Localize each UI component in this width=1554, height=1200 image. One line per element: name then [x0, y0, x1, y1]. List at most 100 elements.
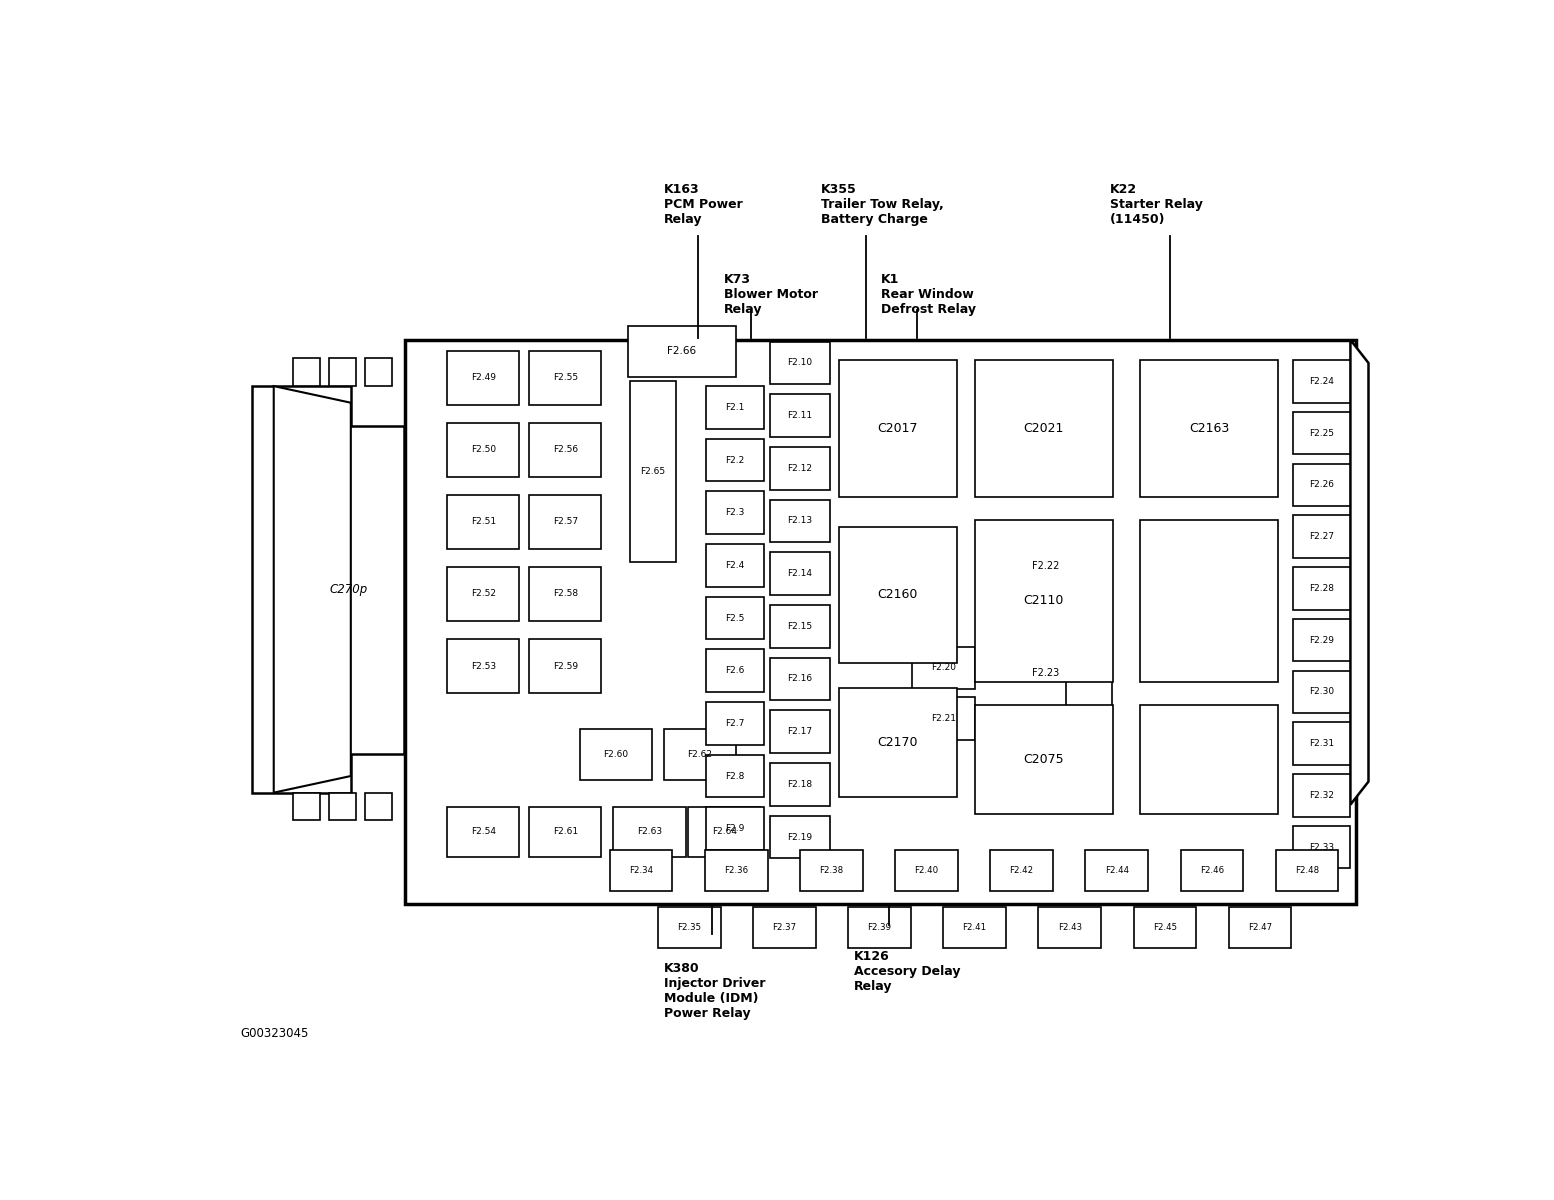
Bar	[769, 763, 830, 805]
Text: F2.22: F2.22	[1032, 562, 1058, 571]
Text: C2017: C2017	[878, 422, 918, 436]
Text: F2.16: F2.16	[788, 674, 813, 684]
Text: F2.50: F2.50	[471, 445, 496, 455]
Text: F2.26: F2.26	[1308, 480, 1333, 490]
Bar	[848, 907, 911, 948]
Bar	[365, 359, 392, 386]
Bar	[912, 697, 974, 740]
Text: F2.52: F2.52	[471, 589, 496, 599]
Bar	[1038, 907, 1102, 948]
Bar	[895, 850, 957, 890]
Text: F2.35: F2.35	[678, 923, 701, 932]
Bar	[528, 424, 601, 476]
Text: F2.5: F2.5	[726, 613, 744, 623]
Text: F2.17: F2.17	[788, 727, 813, 736]
Text: F2.1: F2.1	[726, 403, 744, 412]
Text: F2.12: F2.12	[788, 464, 813, 473]
Text: K1
Rear Window
Defrost Relay: K1 Rear Window Defrost Relay	[881, 274, 976, 317]
Bar	[528, 806, 601, 857]
Text: F2.45: F2.45	[1153, 923, 1176, 932]
Bar	[990, 850, 1054, 890]
Bar	[406, 340, 1357, 904]
Polygon shape	[1350, 340, 1369, 805]
Text: K163
PCM Power
Relay: K163 PCM Power Relay	[664, 182, 743, 226]
Text: F2.11: F2.11	[788, 412, 813, 420]
Bar	[1293, 671, 1350, 713]
Bar	[706, 850, 768, 890]
Text: F2.62: F2.62	[687, 750, 713, 758]
Text: F2.55: F2.55	[553, 373, 578, 383]
Text: F2.10: F2.10	[788, 359, 813, 367]
Bar	[664, 728, 737, 780]
Bar	[448, 496, 519, 548]
Text: F2.47: F2.47	[1248, 923, 1273, 932]
Bar	[974, 360, 1113, 497]
Text: F2.31: F2.31	[1308, 739, 1333, 748]
Text: C2163: C2163	[1189, 422, 1229, 436]
Bar	[1229, 907, 1291, 948]
Bar	[1276, 850, 1338, 890]
Bar	[1181, 850, 1243, 890]
Text: K22
Starter Relay
(11450): K22 Starter Relay (11450)	[1110, 182, 1203, 226]
Text: F2.34: F2.34	[629, 865, 653, 875]
Text: F2.24: F2.24	[1308, 377, 1333, 386]
Text: K126
Accesory Delay
Relay: K126 Accesory Delay Relay	[855, 949, 960, 992]
Text: F2.3: F2.3	[726, 508, 744, 517]
Text: F2.37: F2.37	[772, 923, 797, 932]
Text: F2.36: F2.36	[724, 865, 749, 875]
Text: C2160: C2160	[878, 588, 918, 601]
Bar	[706, 596, 765, 640]
Bar	[657, 907, 721, 948]
Text: F2.14: F2.14	[788, 569, 813, 578]
Bar	[706, 649, 765, 692]
Text: C2075: C2075	[1024, 752, 1064, 766]
Text: F2.65: F2.65	[640, 467, 665, 476]
Bar	[580, 728, 653, 780]
Text: F2.8: F2.8	[726, 772, 744, 780]
Bar	[1139, 704, 1279, 814]
Bar	[1066, 530, 1113, 602]
Bar	[974, 704, 1113, 814]
Text: F2.44: F2.44	[1105, 865, 1128, 875]
Bar	[706, 808, 765, 850]
Text: F2.23: F2.23	[1032, 668, 1058, 678]
Bar	[839, 689, 957, 797]
Text: K355
Trailer Tow Relay,
Battery Charge: K355 Trailer Tow Relay, Battery Charge	[821, 182, 943, 226]
Bar	[1293, 619, 1350, 661]
Text: F2.32: F2.32	[1308, 791, 1333, 800]
Bar	[631, 382, 676, 562]
Text: F2.30: F2.30	[1308, 688, 1333, 696]
Text: F2.7: F2.7	[726, 719, 744, 728]
Bar	[448, 424, 519, 476]
Text: F2.6: F2.6	[726, 666, 744, 676]
Text: F2.64: F2.64	[712, 828, 737, 836]
Text: F2.2: F2.2	[726, 456, 744, 464]
Bar	[329, 793, 356, 821]
Bar	[974, 520, 1113, 682]
Bar	[769, 658, 830, 701]
Bar	[943, 907, 1005, 948]
Bar	[706, 755, 765, 797]
Text: F2.28: F2.28	[1308, 584, 1333, 593]
Bar	[448, 806, 519, 857]
Bar	[754, 907, 816, 948]
Text: F2.19: F2.19	[788, 833, 813, 841]
Text: C2021: C2021	[1024, 422, 1064, 436]
Text: C270p: C270p	[329, 583, 368, 596]
Text: F2.15: F2.15	[788, 622, 813, 631]
Bar	[769, 342, 830, 384]
Bar	[448, 568, 519, 620]
Bar	[839, 360, 957, 497]
Bar	[1066, 637, 1113, 709]
Text: F2.9: F2.9	[726, 824, 744, 833]
Text: G00323045: G00323045	[239, 1027, 308, 1040]
Bar	[609, 850, 673, 890]
Text: F2.29: F2.29	[1308, 636, 1333, 644]
Text: F2.53: F2.53	[471, 661, 496, 671]
Bar	[769, 448, 830, 490]
Bar	[1293, 360, 1350, 403]
Bar	[800, 850, 862, 890]
Bar	[528, 350, 601, 404]
Polygon shape	[274, 386, 351, 793]
Bar	[706, 544, 765, 587]
